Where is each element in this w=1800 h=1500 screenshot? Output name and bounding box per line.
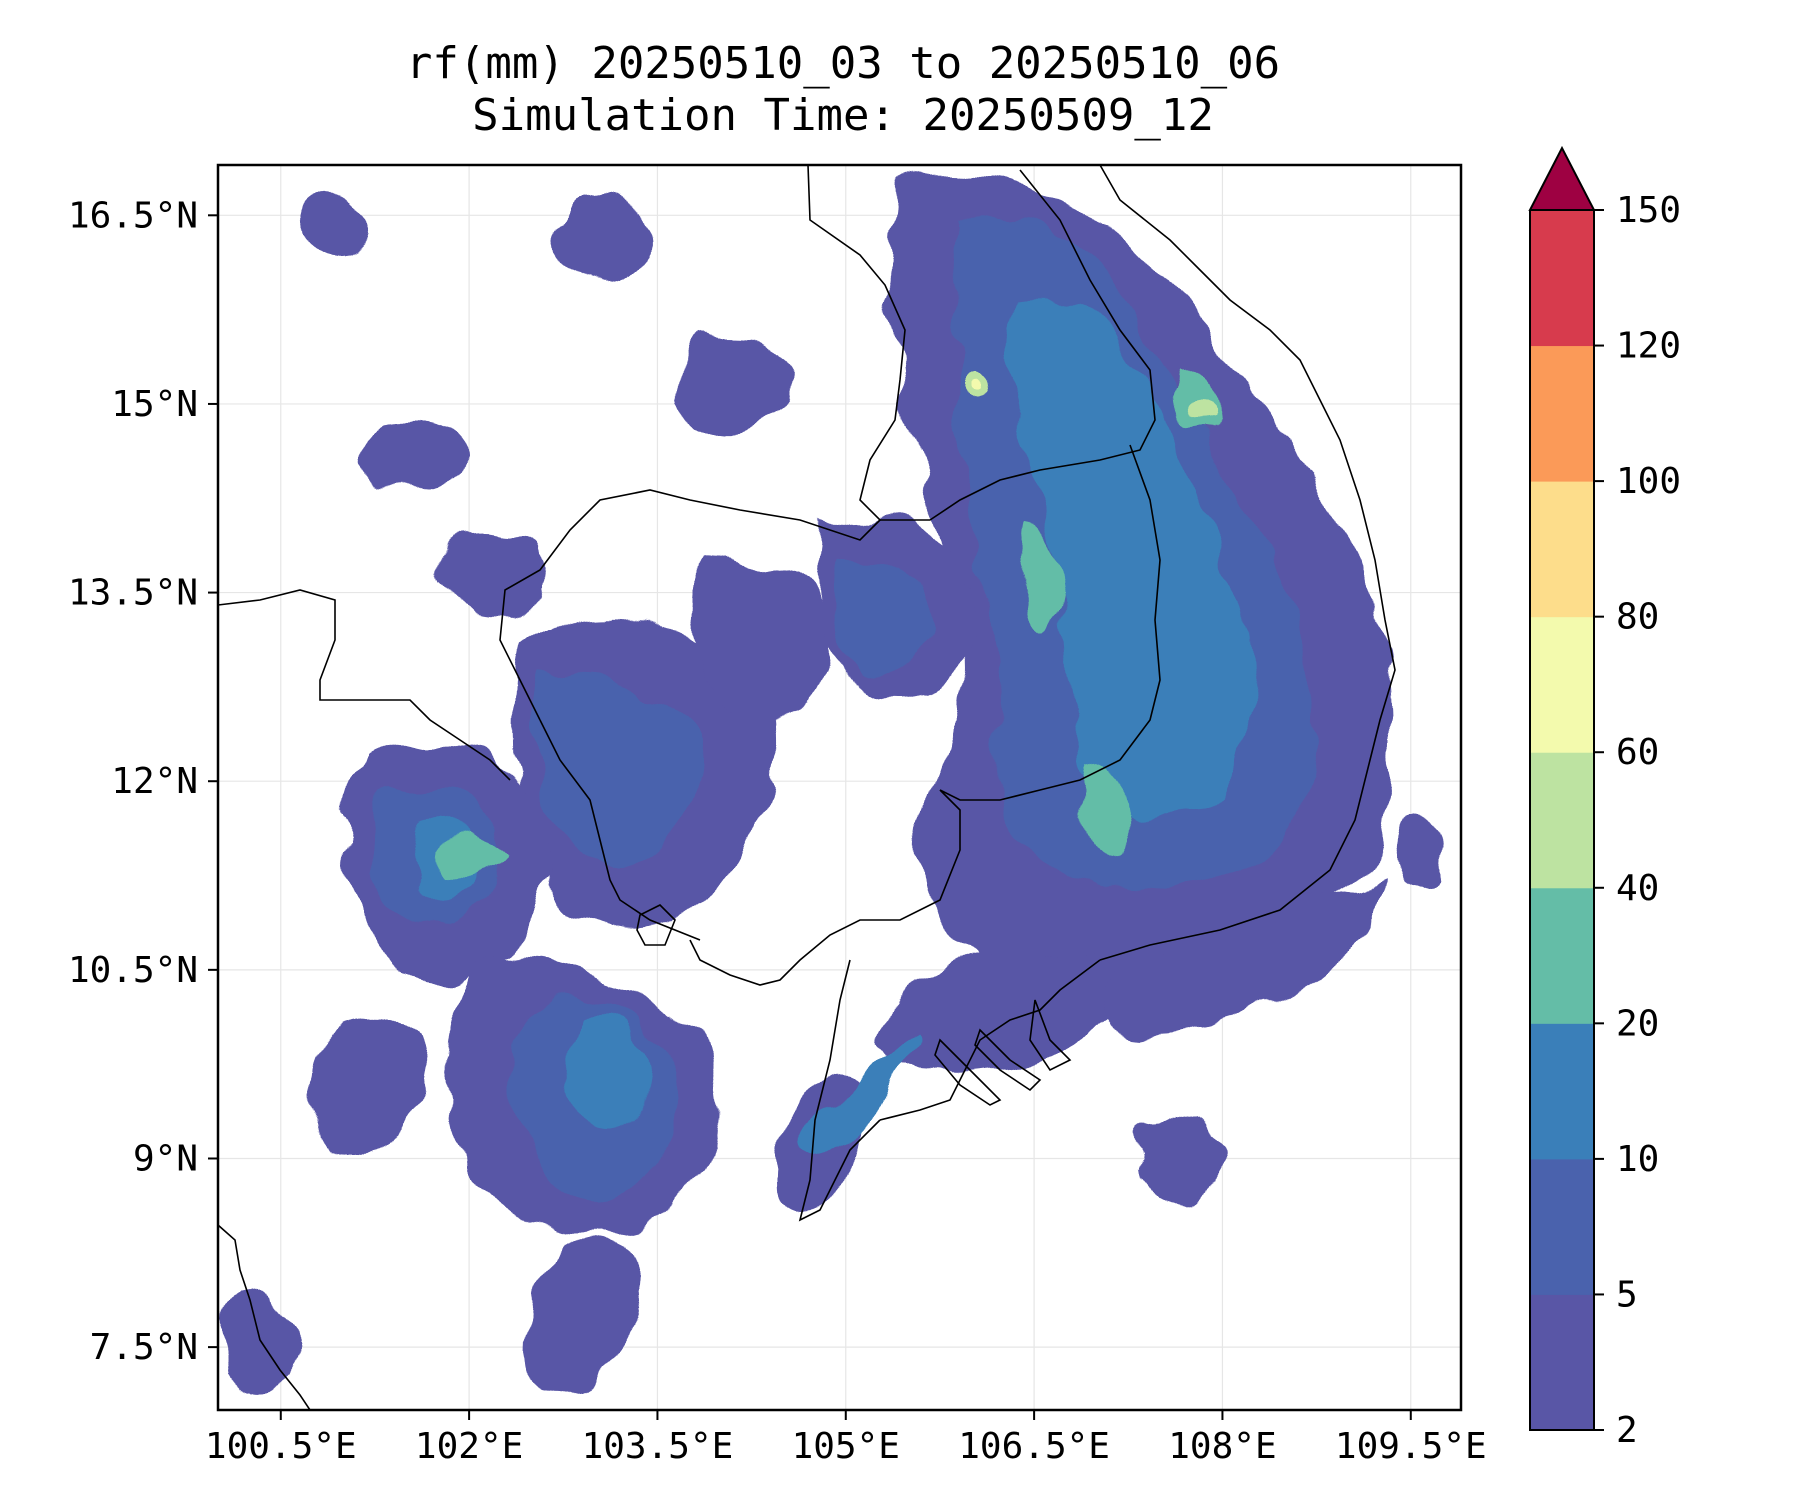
lat-tick-label: 9°N <box>133 1138 198 1179</box>
colorbar-tick-label: 20 <box>1616 1003 1659 1044</box>
lon-tick-label: 109.5°E <box>1335 1426 1487 1467</box>
lon-tick-label: 103.5°E <box>582 1426 734 1467</box>
colorbar-tick-label: 5 <box>1616 1274 1638 1315</box>
colorbar-segment <box>1530 345 1594 482</box>
rainfall-field <box>223 175 1444 1393</box>
lon-tick-label: 106.5°E <box>958 1426 1110 1467</box>
lat-tick-label: 12°N <box>111 761 198 802</box>
colorbar-segment <box>1530 616 1594 753</box>
colorbar-tick-label: 80 <box>1616 597 1659 638</box>
title-line-2: Simulation Time: 20250509_12 <box>472 90 1214 141</box>
colorbar-tick-label: 10 <box>1616 1139 1659 1180</box>
colorbar-tick-label: 120 <box>1616 326 1681 367</box>
colorbar-tick-label: 100 <box>1616 461 1681 502</box>
lon-tick-label: 102°E <box>415 1426 523 1467</box>
lat-tick-label: 13.5°N <box>68 573 198 614</box>
lat-tick-label: 15°N <box>111 384 198 425</box>
colorbar-tick-label: 150 <box>1616 190 1681 231</box>
colorbar-segment <box>1530 1294 1594 1431</box>
lon-tick-label: 100.5°E <box>205 1426 357 1467</box>
colorbar-tick-label: 60 <box>1616 732 1659 773</box>
lat-tick-label: 16.5°N <box>68 195 198 236</box>
lat-tick-label: 10.5°N <box>68 950 198 991</box>
lon-tick-label: 108°E <box>1168 1426 1276 1467</box>
plot-frame <box>216 163 1463 1412</box>
lon-tick-label: 105°E <box>792 1426 900 1467</box>
map-plot-area <box>218 165 1461 1410</box>
coastlines-and-borders <box>218 165 1396 1410</box>
colorbar-tick-label: 40 <box>1616 868 1659 909</box>
page-title: rf(mm) 20250510_03 to 20250510_06 Simula… <box>218 38 1468 142</box>
colorbar-frame <box>1529 210 1595 1431</box>
colorbar-segment <box>1530 887 1594 1024</box>
longitude-axis: 100.5°E 102°E 103.5°E 105°E 106.5°E 108°E 109.… <box>205 1410 1487 1467</box>
colorbar-segment <box>1530 210 1594 347</box>
latitude-axis: 16.5°N 15°N 13.5°N 12°N 10.5°N 9°N 7.5°N <box>68 195 218 1368</box>
colorbar-segment <box>1530 1023 1594 1160</box>
colorbar-extend-triangle <box>1528 145 1596 211</box>
lat-tick-label: 7.5°N <box>90 1327 198 1368</box>
colorbar-segment <box>1530 481 1594 618</box>
colorbar-segment <box>1530 1158 1594 1295</box>
colorbar: 2 5 10 20 40 60 80 100 120 150 <box>1528 145 1681 1451</box>
colorbar-segment <box>1530 752 1594 889</box>
colorbar-tick-label: 2 <box>1616 1410 1638 1451</box>
title-line-1: rf(mm) 20250510_03 to 20250510_06 <box>405 38 1281 89</box>
